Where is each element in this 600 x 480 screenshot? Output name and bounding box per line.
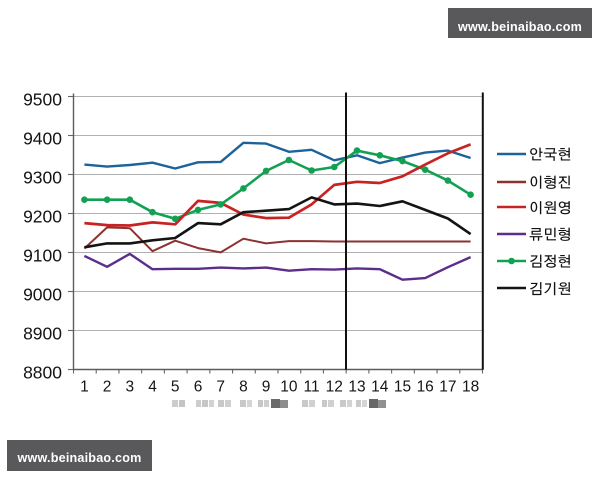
svg-text:9100: 9100 — [23, 245, 62, 265]
svg-text:14: 14 — [371, 379, 389, 396]
svg-text:4: 4 — [148, 379, 157, 396]
svg-text:9500: 9500 — [23, 89, 62, 109]
svg-text:6: 6 — [194, 379, 203, 396]
svg-text:9200: 9200 — [23, 206, 62, 226]
svg-text:1: 1 — [80, 379, 89, 396]
svg-text:9: 9 — [262, 379, 271, 396]
svg-text:12: 12 — [326, 379, 343, 396]
svg-text:13: 13 — [348, 379, 365, 396]
svg-text:18: 18 — [462, 379, 479, 396]
svg-text:16: 16 — [417, 379, 434, 396]
svg-text:11: 11 — [304, 379, 320, 396]
svg-text:7: 7 — [216, 379, 225, 396]
svg-text:9400: 9400 — [23, 128, 62, 148]
svg-text:10: 10 — [280, 379, 298, 396]
svg-text:15: 15 — [394, 379, 411, 396]
svg-text:9000: 9000 — [23, 284, 62, 304]
svg-text:17: 17 — [439, 379, 456, 396]
svg-text:5: 5 — [171, 379, 180, 396]
svg-text:8800: 8800 — [23, 362, 62, 382]
svg-text:8: 8 — [239, 379, 248, 396]
svg-text:2: 2 — [103, 379, 112, 396]
svg-text:8900: 8900 — [23, 323, 62, 343]
svg-text:3: 3 — [125, 379, 134, 396]
svg-text:9300: 9300 — [23, 167, 62, 187]
